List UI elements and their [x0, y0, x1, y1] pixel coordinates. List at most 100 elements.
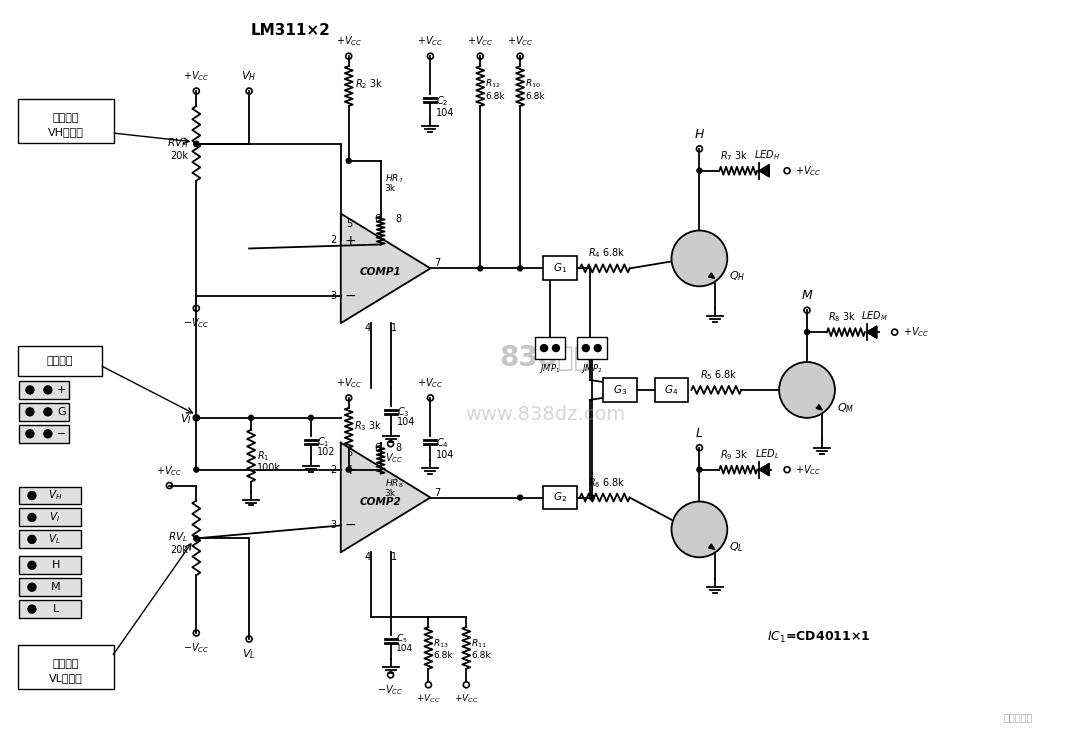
- Text: $R_8$ 3k: $R_8$ 3k: [828, 310, 856, 324]
- Text: +$V_{CC}$: +$V_{CC}$: [157, 464, 183, 478]
- Text: $V_L$: $V_L$: [49, 533, 61, 546]
- Text: L: L: [52, 604, 59, 614]
- Text: $G_4$: $G_4$: [665, 383, 679, 397]
- Circle shape: [547, 266, 553, 271]
- Circle shape: [44, 386, 52, 394]
- Text: M: M: [51, 582, 61, 592]
- Text: $G_3$: $G_3$: [613, 383, 627, 397]
- Text: +$V_{CC}$: +$V_{CC}$: [467, 34, 493, 48]
- Text: +$V_{CC}$: +$V_{CC}$: [335, 34, 362, 48]
- Text: $C_3$: $C_3$: [396, 405, 409, 419]
- Text: 5: 5: [346, 448, 353, 458]
- Text: $R_7$ 3k: $R_7$ 3k: [720, 149, 749, 163]
- Text: 6.8k: 6.8k: [485, 92, 505, 101]
- Text: $JMP_2$: $JMP_2$: [581, 362, 603, 375]
- Text: 下限电压: 下限电压: [52, 659, 79, 669]
- Text: 7: 7: [434, 488, 441, 497]
- Polygon shape: [759, 464, 769, 476]
- Text: 838电子: 838电子: [499, 344, 591, 372]
- Text: $V_L$: $V_L$: [243, 647, 256, 661]
- Circle shape: [582, 345, 590, 351]
- Text: 7: 7: [434, 259, 441, 268]
- Text: $C_5$: $C_5$: [396, 633, 407, 645]
- Text: $R_{13}$: $R_{13}$: [433, 638, 449, 650]
- Text: $Q_M$: $Q_M$: [837, 401, 854, 415]
- Polygon shape: [759, 165, 769, 177]
- Text: $RV_L$: $RV_L$: [169, 531, 188, 545]
- Circle shape: [194, 536, 199, 541]
- Text: 3k: 3k: [384, 488, 396, 497]
- Text: COMP2: COMP2: [360, 496, 401, 507]
- Text: L: L: [696, 427, 703, 439]
- Circle shape: [194, 467, 199, 472]
- Text: +$V_{CC}$: +$V_{CC}$: [795, 462, 821, 476]
- Circle shape: [541, 345, 547, 351]
- Text: +$V_{CC}$: +$V_{CC}$: [507, 34, 533, 48]
- Text: +: +: [345, 234, 357, 248]
- FancyBboxPatch shape: [18, 381, 69, 399]
- Circle shape: [28, 536, 36, 543]
- Text: 2: 2: [331, 465, 337, 475]
- Text: $C_1$: $C_1$: [317, 435, 330, 448]
- Text: 8: 8: [396, 213, 401, 224]
- Text: 102: 102: [317, 447, 335, 456]
- Text: $Q_H$: $Q_H$: [729, 270, 745, 283]
- FancyBboxPatch shape: [18, 403, 69, 421]
- Circle shape: [671, 230, 727, 286]
- Circle shape: [518, 495, 522, 500]
- FancyBboxPatch shape: [18, 346, 101, 376]
- FancyBboxPatch shape: [18, 645, 113, 689]
- Text: $-V_{CC}$: $-V_{CC}$: [183, 641, 210, 655]
- FancyBboxPatch shape: [18, 508, 81, 526]
- Text: 6: 6: [374, 442, 381, 453]
- Text: 8: 8: [396, 442, 401, 453]
- Circle shape: [26, 386, 34, 394]
- Text: $G_1$: $G_1$: [553, 262, 567, 276]
- Circle shape: [308, 416, 313, 420]
- Text: $V_H$: $V_H$: [48, 488, 62, 502]
- Circle shape: [194, 142, 199, 146]
- FancyBboxPatch shape: [18, 600, 81, 618]
- Text: 电子发发网: 电子发发网: [1003, 711, 1033, 722]
- Polygon shape: [708, 544, 715, 550]
- Polygon shape: [341, 213, 431, 323]
- Text: 20k: 20k: [171, 545, 188, 555]
- Text: $RV_H$: $RV_H$: [166, 136, 188, 150]
- Text: +: +: [345, 463, 357, 477]
- Text: $LED_L$: $LED_L$: [755, 447, 779, 461]
- Text: 6.8k: 6.8k: [433, 651, 453, 660]
- Circle shape: [194, 142, 199, 146]
- Text: $R_{10}$: $R_{10}$: [526, 78, 541, 90]
- Text: −: −: [345, 518, 357, 532]
- Text: M: M: [802, 289, 813, 302]
- Circle shape: [44, 408, 52, 416]
- Polygon shape: [708, 273, 715, 279]
- Text: +$V_{CC}$: +$V_{CC}$: [418, 34, 444, 48]
- Text: +$V_{CC}$: +$V_{CC}$: [335, 376, 362, 390]
- Text: H: H: [695, 128, 704, 141]
- Text: $R_6$ 6.8k: $R_6$ 6.8k: [588, 476, 626, 490]
- Text: $Q_L$: $Q_L$: [729, 540, 744, 554]
- Text: $LED_M$: $LED_M$: [862, 310, 888, 323]
- Text: 104: 104: [396, 416, 415, 427]
- Text: www.838dz.com: www.838dz.com: [465, 405, 626, 425]
- Text: $R_2$ 3k: $R_2$ 3k: [355, 77, 383, 91]
- FancyBboxPatch shape: [18, 487, 81, 505]
- Text: $JMP_1$: $JMP_1$: [540, 362, 560, 375]
- Circle shape: [478, 266, 483, 271]
- FancyBboxPatch shape: [543, 256, 577, 280]
- Text: $R_3$ 3k: $R_3$ 3k: [354, 419, 382, 433]
- Text: H: H: [51, 560, 60, 571]
- Text: $R_9$ 3k: $R_9$ 3k: [720, 448, 749, 462]
- Circle shape: [44, 430, 52, 438]
- Text: $-V_{CC}$: $-V_{CC}$: [183, 316, 210, 330]
- Text: 3: 3: [331, 520, 337, 531]
- Text: $C_2$: $C_2$: [436, 94, 448, 108]
- Circle shape: [28, 583, 36, 591]
- Polygon shape: [867, 326, 877, 338]
- Text: LM311×2: LM311×2: [251, 23, 331, 39]
- Text: 6: 6: [374, 213, 381, 224]
- Text: +$V_{CC}$: +$V_{CC}$: [795, 164, 821, 178]
- Text: +$V_{CC}$: +$V_{CC}$: [454, 693, 479, 705]
- FancyBboxPatch shape: [655, 378, 689, 402]
